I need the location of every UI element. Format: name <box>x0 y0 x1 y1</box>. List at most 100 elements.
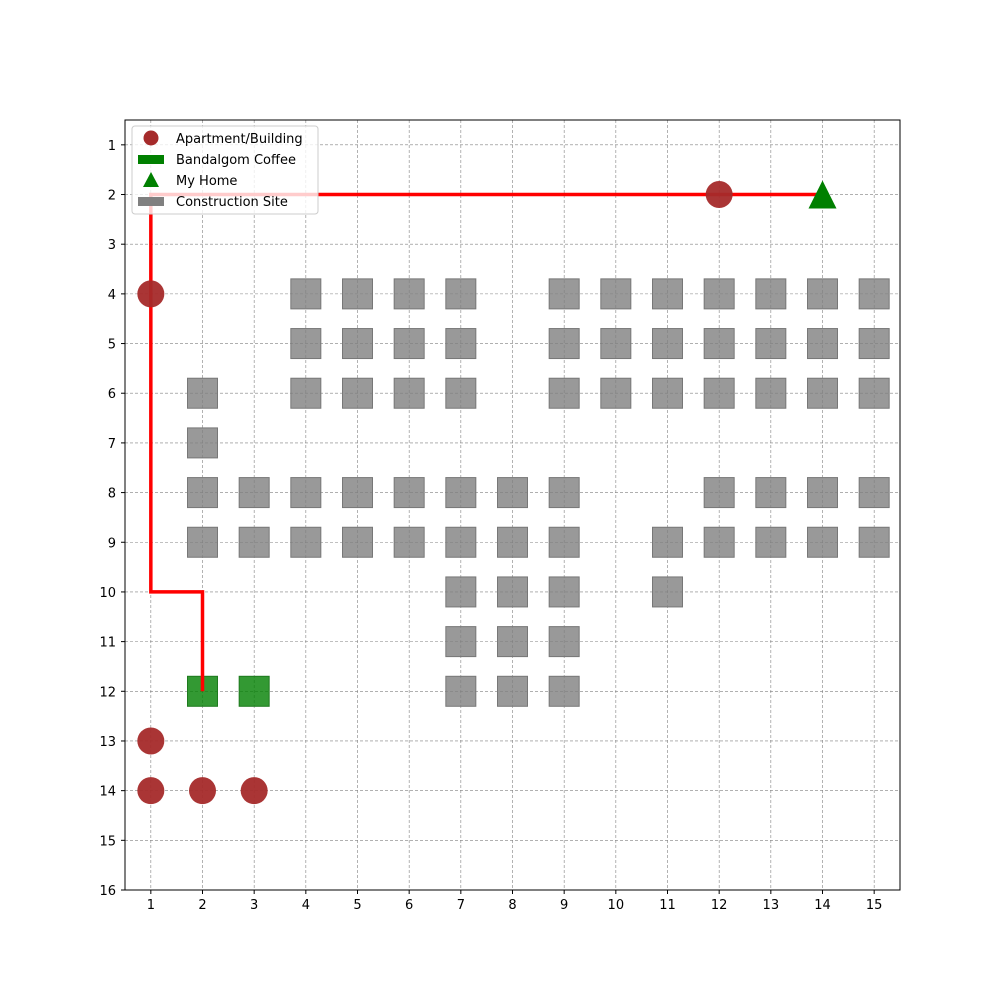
y-tick-label: 2 <box>108 189 116 204</box>
x-tick-label: 10 <box>608 898 625 913</box>
legend: Apartment/Building Bandalgom Coffee My H… <box>131 125 319 215</box>
apartments <box>137 181 733 805</box>
construction-site-marker <box>652 576 683 608</box>
construction-site-marker <box>445 576 477 608</box>
legend-home-label: My Home <box>176 174 237 189</box>
construction-site-marker <box>187 377 218 409</box>
legend-apartment-marker <box>143 130 159 146</box>
construction-site-marker <box>290 328 322 360</box>
construction-site-marker <box>548 675 580 707</box>
construction-site-marker <box>703 377 735 409</box>
legend-construction-label: Construction Site <box>176 195 288 210</box>
construction-site-marker <box>497 626 528 658</box>
y-tick-label: 3 <box>108 238 116 253</box>
construction-site-marker <box>858 278 890 310</box>
construction-site-marker <box>807 328 838 360</box>
construction-site-marker <box>445 526 477 558</box>
x-tick-label: 9 <box>560 898 568 913</box>
construction-site-marker <box>807 477 838 509</box>
construction-site-marker <box>445 328 477 360</box>
construction-site-marker <box>393 526 425 558</box>
coffee-shop-marker <box>238 675 270 707</box>
construction-site-marker <box>703 526 735 558</box>
y-tick-label: 4 <box>108 288 116 303</box>
construction-site-marker <box>858 377 890 409</box>
construction-site-marker <box>445 626 477 658</box>
construction-site-marker <box>600 328 632 360</box>
x-tick-label: 13 <box>763 898 780 913</box>
construction-site-marker <box>703 477 735 509</box>
y-tick-label: 16 <box>99 884 116 899</box>
construction-site-marker <box>342 328 373 360</box>
x-tick-label: 8 <box>508 898 516 913</box>
construction-site-marker <box>342 477 373 509</box>
construction-site-marker <box>445 377 477 409</box>
y-tick-label: 12 <box>99 685 116 700</box>
construction-site-marker <box>600 377 632 409</box>
construction-site-marker <box>703 328 735 360</box>
construction-site-marker <box>548 328 580 360</box>
x-tick-label: 15 <box>866 898 883 913</box>
construction-site-marker <box>548 576 580 608</box>
legend-coffee-marker <box>138 155 164 164</box>
x-tick-label: 1 <box>147 898 155 913</box>
construction-site-marker <box>497 477 528 509</box>
x-tick-label: 4 <box>302 898 310 913</box>
construction-site-marker <box>187 526 218 558</box>
y-tick-label: 15 <box>99 834 116 849</box>
y-tick-label: 8 <box>108 487 116 502</box>
construction-site-marker <box>755 477 787 509</box>
construction-site-marker <box>755 328 787 360</box>
route-line <box>149 192 823 692</box>
construction-site-marker <box>703 278 735 310</box>
construction-site-marker <box>858 477 890 509</box>
x-tick-label: 3 <box>250 898 258 913</box>
construction-site-marker <box>290 526 322 558</box>
apartment-marker <box>137 727 165 755</box>
construction-site-marker <box>807 526 838 558</box>
x-tick-label: 14 <box>814 898 831 913</box>
legend-home-marker <box>143 172 159 187</box>
construction-site-marker <box>187 477 218 509</box>
construction-site-marker <box>393 328 425 360</box>
construction-site-marker <box>652 328 683 360</box>
construction-site-marker <box>548 526 580 558</box>
legend-construction-marker <box>138 197 164 206</box>
construction-site-marker <box>445 278 477 310</box>
construction-site-marker <box>600 278 632 310</box>
construction-site-marker <box>755 278 787 310</box>
construction-site-marker <box>652 377 683 409</box>
construction-site-marker <box>858 526 890 558</box>
construction-site-marker <box>652 278 683 310</box>
x-tick-label: 5 <box>353 898 361 913</box>
y-tick-label: 5 <box>108 338 116 353</box>
construction-site-marker <box>497 576 528 608</box>
construction-site-marker <box>755 377 787 409</box>
x-tick-label: 2 <box>198 898 206 913</box>
construction-site-marker <box>497 526 528 558</box>
y-tick-label: 6 <box>108 387 116 402</box>
construction-site-marker <box>238 477 270 509</box>
x-tick-label: 11 <box>659 898 676 913</box>
y-tick-label: 10 <box>99 586 116 601</box>
x-tick-label: 7 <box>457 898 465 913</box>
construction-site-marker <box>755 526 787 558</box>
apartment-marker <box>137 777 165 805</box>
construction-site-marker <box>290 278 322 310</box>
construction-site-marker <box>548 278 580 310</box>
construction-site-marker <box>548 626 580 658</box>
construction-site-marker <box>445 477 477 509</box>
y-tick-label: 7 <box>108 437 116 452</box>
construction-site-marker <box>342 526 373 558</box>
construction-site-marker <box>238 526 270 558</box>
y-tick-label: 11 <box>99 636 116 651</box>
construction-site-marker <box>497 675 528 707</box>
construction-site-marker <box>187 427 218 459</box>
construction-site-marker <box>858 328 890 360</box>
coffee-shops <box>187 675 270 707</box>
apartment-marker <box>705 181 733 209</box>
x-axis: 1 2 3 4 5 6 7 8 9 10 11 12 13 14 15 <box>147 890 883 913</box>
construction-site-marker <box>290 377 322 409</box>
